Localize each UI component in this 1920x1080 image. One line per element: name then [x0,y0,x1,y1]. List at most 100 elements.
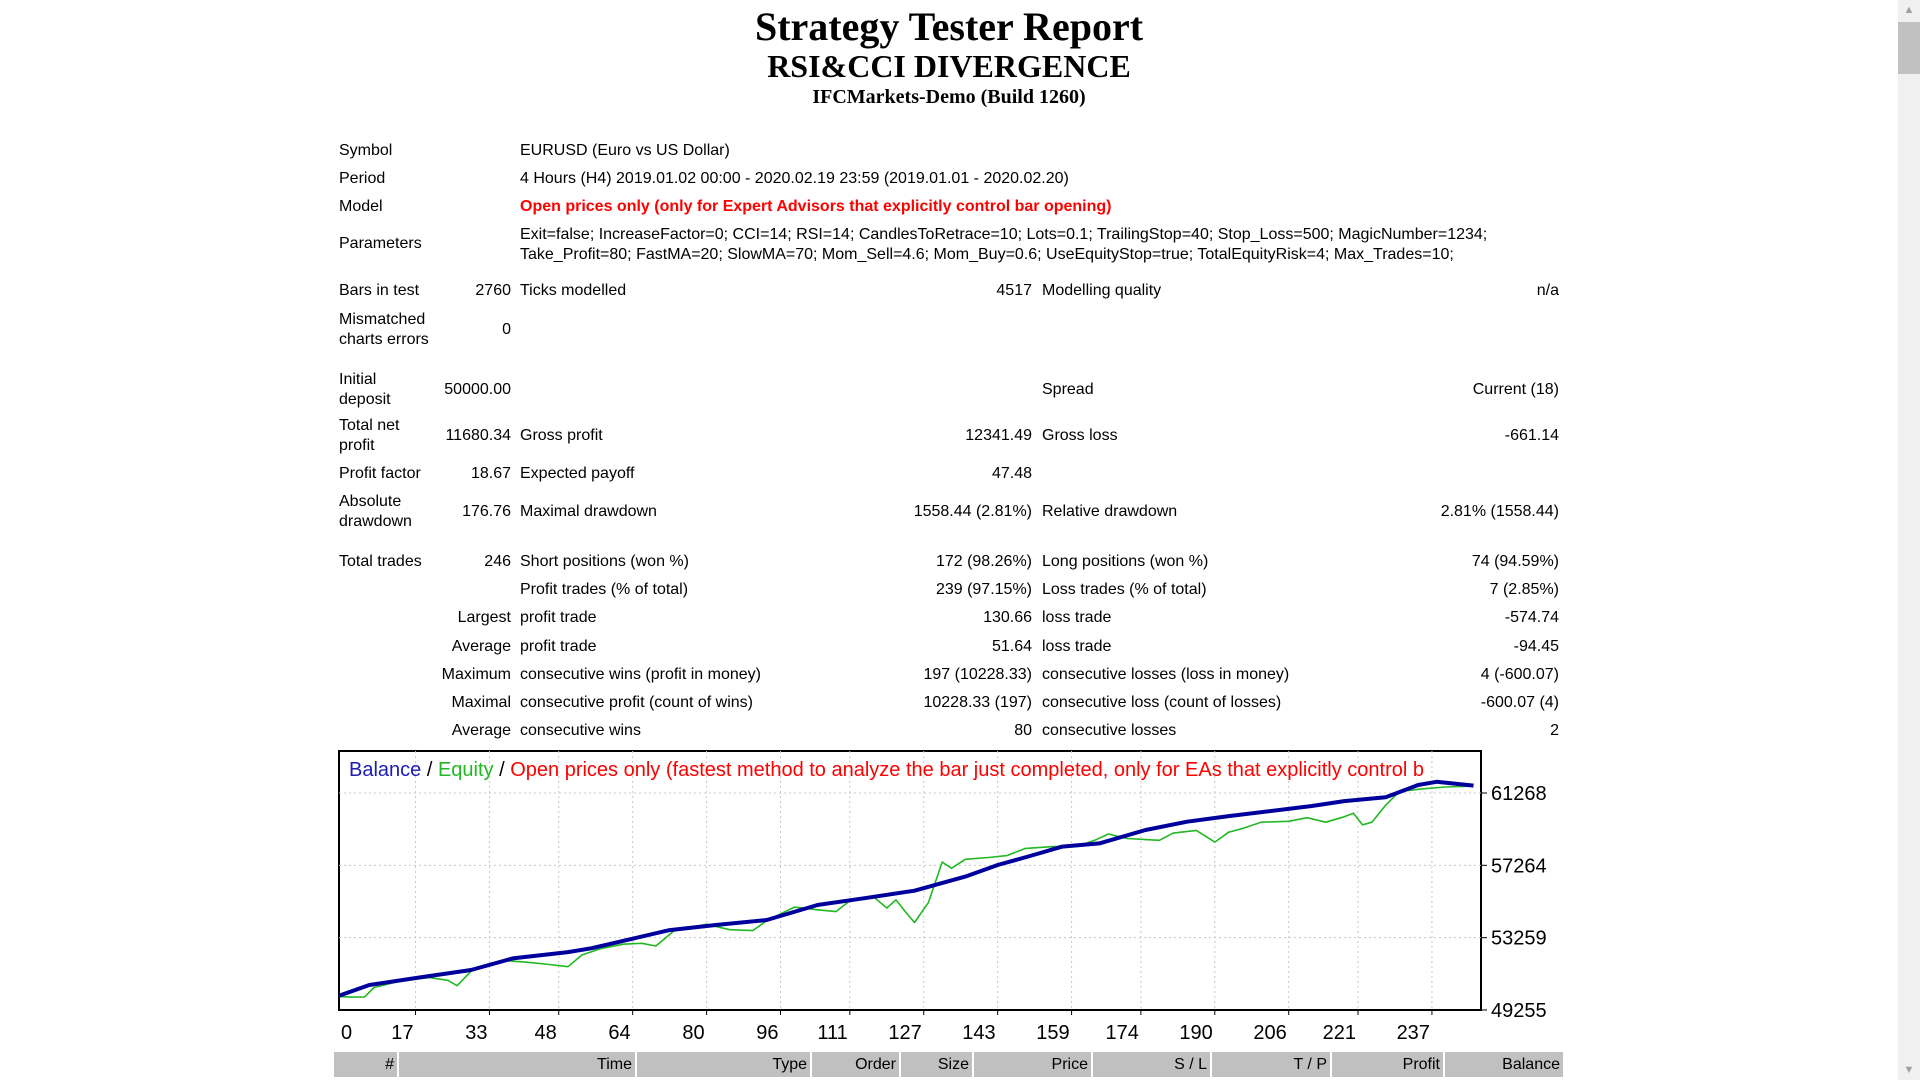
label: consecutive profit (count of wins) [520,694,753,711]
chart-legend: Balance / Equity / Open prices only (fas… [349,759,1424,781]
label-line-1: Initial [339,371,377,388]
chevron-down-icon[interactable]: ▼ [1903,1064,1915,1076]
label: Maximal [451,694,511,711]
report-title: Strategy Tester Report [754,4,1144,49]
server-build: IFCMarkets-Demo (Build 1260) [812,86,1086,108]
label-line-1: Total net [339,417,400,434]
label: Maximal drawdown [520,503,657,520]
vertical-scrollbar[interactable]: ▲ ▼ [1898,0,1920,1080]
balance-equity-chart: Balance / Equity / Open prices only (fas… [338,750,1547,1044]
label: Largest [457,609,511,626]
value: 176.76 [462,503,511,520]
label: Profit factor [339,465,421,482]
value: 239 (97.15%) [935,581,1032,598]
column-header: Order [812,1052,901,1077]
label: Average [451,722,511,739]
label: Loss trades (% of total) [1042,581,1207,598]
label: Spread [1042,381,1094,398]
label: Expected payoff [520,465,635,482]
label-line-2: profit [339,437,375,454]
column-header: T / P [1212,1052,1332,1077]
column-header: Size [901,1052,974,1077]
value: 10228.33 (197) [923,694,1032,711]
label: Long positions (won %) [1042,553,1209,570]
x-tick-label: 48 [535,1022,557,1044]
label: Bars in test [339,282,420,299]
value: 11680.34 [445,427,511,444]
label: Total trades [339,553,422,570]
x-tick-label: 33 [465,1022,487,1044]
value: 246 [484,553,511,570]
y-axis: 61268 57264 53259 49255 [1481,783,1547,1022]
x-tick-label: 190 [1179,1022,1212,1044]
balance-line [339,779,1474,998]
label: Average [451,638,511,655]
value: 4 (-600.07) [1480,666,1559,683]
y-tick-label: 57264 [1491,855,1547,877]
value: 1558.44 (2.81%) [913,503,1032,520]
value: -94.45 [1513,638,1559,655]
x-axis: 0 17 33 48 64 80 96 111 127 143 159 174 190 206 221 237 [341,1010,1433,1044]
value: 18.67 [470,465,511,482]
value: Open prices only (only for Expert Adviso… [520,198,1112,215]
x-tick-label: 237 [1397,1022,1430,1044]
scrollbar-thumb[interactable] [1898,22,1920,74]
label: profit trade [520,609,597,626]
x-tick-label: 0 [341,1022,352,1044]
label-line-1: Absolute [339,493,402,510]
label: Ticks modelled [520,282,627,299]
label: Gross loss [1042,427,1118,444]
value: 2760 [475,282,511,299]
legend-separator: / [494,759,511,781]
value: 4517 [996,282,1032,299]
value: 51.64 [991,638,1032,655]
label: Gross profit [520,427,603,444]
y-tick-label: 61268 [1491,783,1547,805]
label: consecutive losses (loss in money) [1042,666,1290,683]
x-tick-label: 174 [1106,1022,1139,1044]
x-tick-label: 206 [1253,1022,1286,1044]
label: Maximum [441,666,511,683]
value-line-2: Take_Profit=80; FastMA=20; SlowMA=70; Mo… [520,246,1454,263]
x-tick-label: 143 [962,1022,995,1044]
label: Relative drawdown [1042,503,1178,520]
label-line-1: Mismatched [339,311,426,328]
equity-line [339,785,1474,998]
label: loss trade [1042,638,1112,655]
plot-area [338,750,1482,1011]
label: profit trade [520,638,597,655]
value: -574.74 [1504,609,1559,626]
y-tick-label: 53259 [1491,928,1547,950]
label: Parameters [339,235,422,252]
label: Profit trades (% of total) [520,581,689,598]
chevron-up-icon[interactable]: ▲ [1903,4,1915,16]
label: loss trade [1042,609,1112,626]
column-header: Profit [1332,1052,1445,1077]
value: 130.66 [983,609,1032,626]
x-tick-label: 96 [756,1022,778,1044]
label-line-2: charts errors [339,331,429,348]
label: Short positions (won %) [520,553,689,570]
x-tick-label: 127 [888,1022,921,1044]
x-tick-label: 17 [391,1022,413,1044]
x-tick-label: 159 [1036,1022,1069,1044]
y-tick-label: 49255 [1491,1000,1547,1022]
value: 47.48 [991,465,1032,482]
column-header: Time [399,1052,637,1077]
value: -661.14 [1504,427,1559,444]
expert-advisor-name: RSI&CCI DIVERGENCE [767,48,1131,84]
label: Modelling quality [1042,282,1162,299]
column-header: S / L [1093,1052,1212,1077]
label: Symbol [339,142,393,159]
value: 74 (94.59%) [1471,553,1559,570]
value: -600.07 (4) [1480,694,1559,711]
label-line-2: deposit [339,391,391,408]
value: 2.81% (1558.44) [1440,503,1559,520]
label: Model [339,198,383,215]
series-lines [339,779,1474,998]
legend-balance: Balance [349,759,421,781]
value: 4 Hours (H4) 2019.01.02 00:00 - 2020.02.… [520,170,1069,187]
x-tick-label: 111 [817,1022,847,1044]
value: 0 [502,321,511,338]
